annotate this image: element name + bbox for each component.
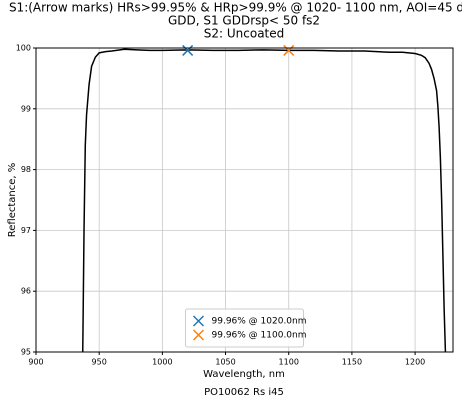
x-tick-label: 900 [28, 358, 43, 367]
chart-title: S2: Uncoated [204, 27, 285, 41]
x-tick-label: 950 [92, 358, 107, 367]
y-tick-label: 97 [21, 226, 31, 235]
marker [182, 44, 194, 56]
x-tick-label: 1050 [215, 358, 235, 367]
x-tick-label: 1150 [342, 358, 362, 367]
y-tick-label: 95 [21, 348, 31, 357]
chart-title: GDD, S1 GDDrsp< 50 fs2 [168, 14, 320, 28]
x-axis-label: Wavelength, nm [203, 369, 285, 380]
legend-label: 99.96% @ 1020.0nm [212, 317, 307, 327]
reflectance-curve [82, 48, 447, 353]
plot-frame [35, 47, 454, 353]
x-tick-label: 1100 [279, 358, 299, 367]
x-tick-label: 1000 [152, 358, 172, 367]
y-tick-label: 98 [21, 165, 31, 174]
y-axis-label: Reflectance, % [7, 163, 18, 238]
y-tick-label: 99 [21, 104, 31, 113]
legend-marker [192, 315, 205, 327]
legend: 99.96% @ 1020.0nm 99.96% @ 1100.0nm [185, 308, 307, 348]
x-tick-label: 1200 [405, 358, 425, 367]
y-tick-label: 100 [16, 44, 31, 53]
chart-title: S1:(Arrow marks) HRs>99.95% & HRp>99.9% … [9, 1, 462, 15]
legend-box [185, 308, 304, 348]
marker [283, 44, 295, 56]
y-tick-label: 96 [21, 287, 31, 296]
legend-marker [192, 329, 205, 341]
caption: PO10062 Rs i45 [204, 387, 284, 398]
legend-label: 99.96% @ 1100.0nm [212, 331, 307, 341]
